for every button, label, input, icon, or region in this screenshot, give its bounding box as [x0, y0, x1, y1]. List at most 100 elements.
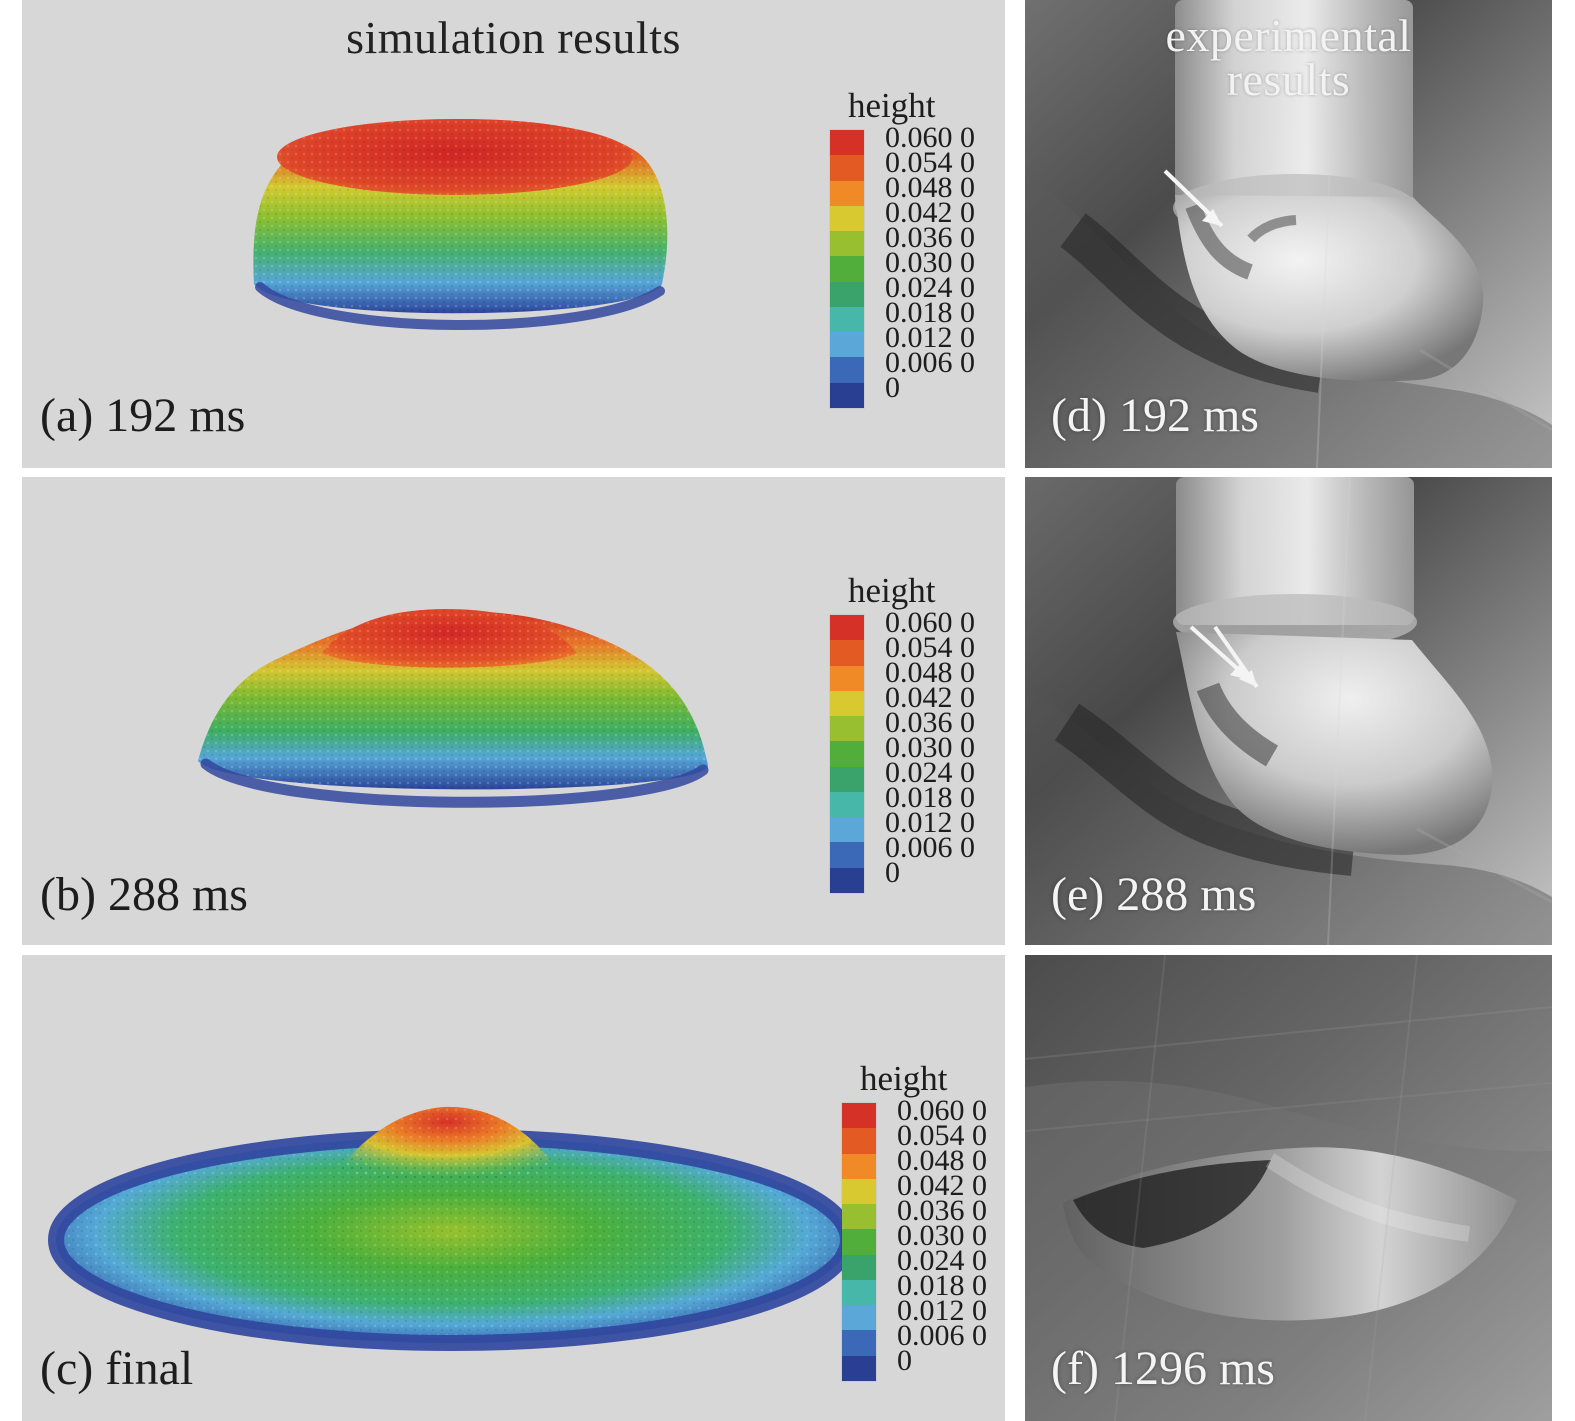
legend-tick-b-3: 0.048 0: [885, 656, 975, 689]
panel-label-f: (f) 1296 ms: [1051, 1342, 1275, 1395]
experimental-photo-f: [1025, 955, 1552, 1421]
legend-swatch-a-9: [830, 332, 864, 358]
legend-swatch-a-4: [830, 205, 864, 232]
legend-title-b: height: [848, 571, 936, 610]
legend-swatch-a-10: [830, 357, 864, 383]
legend-swatch-b-7: [830, 766, 864, 792]
legend-tick-c-10: 0.006 0: [897, 1319, 987, 1352]
panel-label-d: (d) 192 ms: [1051, 389, 1259, 442]
legend-title-a: height: [848, 86, 936, 125]
panel-label-b: (b) 288 ms: [40, 868, 248, 921]
legend-tick-b-9: 0.012 0: [885, 806, 975, 839]
legend-swatch-c-8: [842, 1279, 876, 1306]
panel-label-e: (e) 288 ms: [1051, 868, 1257, 921]
experimental-panel-d: experimental results (d) 192 ms: [1025, 0, 1552, 468]
legend-tick-a-3: 0.048 0: [885, 171, 975, 204]
legend-swatch-c-10: [842, 1330, 876, 1356]
legend-swatch-c-11: [842, 1355, 876, 1381]
experimental-header: experimental results: [1025, 10, 1552, 105]
legend-tick-a-10: 0.006 0: [885, 346, 975, 379]
legend-swatch-c-1: [842, 1103, 876, 1129]
simulation-header: simulation results: [346, 12, 681, 63]
legend-tick-c-2: 0.054 0: [897, 1119, 987, 1152]
legend-swatch-b-1: [830, 615, 864, 641]
legend-tick-c-9: 0.012 0: [897, 1294, 987, 1327]
legend-swatch-c-7: [842, 1254, 876, 1280]
legend-tick-a-1: 0.060 0: [885, 121, 975, 154]
legend-panel-a: height 0.060 0 0.054 0 0.048 0 0.042 0 0…: [830, 86, 1000, 408]
legend-tick-b-4: 0.042 0: [885, 681, 975, 714]
legend-swatch-b-9: [830, 817, 864, 843]
legend-ticks-c: 0.060 0 0.054 0 0.048 0 0.042 0 0.036 0 …: [897, 1096, 1005, 1381]
experimental-header-line-2: results: [1226, 54, 1351, 105]
legend-tick-b-10: 0.006 0: [885, 831, 975, 864]
simulation-panel-a: simulation results height 0.060 0 0.054 …: [22, 0, 1005, 468]
legend-swatch-a-11: [830, 382, 864, 408]
legend-tick-b-11: 0: [885, 856, 900, 889]
legend-tick-c-11: 0: [897, 1344, 912, 1377]
legend-swatch-b-6: [830, 741, 864, 767]
legend-swatch-a-6: [830, 256, 864, 282]
legend-swatch-b-3: [830, 665, 864, 691]
legend-tick-a-8: 0.018 0: [885, 296, 975, 329]
legend-swatch-a-1: [830, 130, 864, 156]
legend-swatch-a-7: [830, 281, 864, 307]
simulation-illustration-b: [198, 609, 709, 808]
legend-tick-a-2: 0.054 0: [885, 146, 975, 179]
legend-swatch-b-4: [830, 690, 864, 717]
legend-tick-a-4: 0.042 0: [885, 196, 975, 229]
legend-swatch-a-8: [830, 306, 864, 333]
legend-tick-c-1: 0.060 0: [897, 1094, 987, 1127]
legend-swatch-c-9: [842, 1305, 876, 1331]
legend-tick-a-6: 0.030 0: [885, 246, 975, 279]
legend-swatch-b-11: [830, 867, 864, 893]
panel-label-a: (a) 192 ms: [40, 389, 246, 442]
legend-swatch-b-10: [830, 842, 864, 868]
legend-swatch-a-2: [830, 155, 864, 181]
legend-tick-a-5: 0.036 0: [885, 221, 975, 254]
experimental-panel-e: (e) 288 ms: [1025, 477, 1552, 945]
legend-colorbar-c: [842, 1103, 876, 1381]
legend-tick-b-8: 0.018 0: [885, 781, 975, 814]
legend-swatch-a-3: [830, 180, 864, 206]
legend-tick-a-11: 0: [885, 371, 900, 404]
experimental-header-line-1: experimental: [1165, 10, 1412, 61]
legend-tick-a-7: 0.024 0: [885, 271, 975, 304]
experimental-photo-d: [1025, 0, 1552, 468]
legend-swatch-b-2: [830, 640, 864, 666]
panel-label-c: (c) final: [40, 1342, 194, 1395]
simulation-panel-b: height 0.060 0 0.054 0 0.048 0 0.042 0 0…: [22, 477, 1005, 945]
simulation-panel-c: height 0.060 0 0.054 0 0.048 0 0.042 0 0…: [22, 955, 1005, 1421]
legend-tick-b-2: 0.054 0: [885, 631, 975, 664]
legend-colorbar-a: [830, 130, 864, 408]
simulation-illustration-a: [253, 119, 668, 330]
legend-tick-c-8: 0.018 0: [897, 1269, 987, 1302]
legend-tick-b-6: 0.030 0: [885, 731, 975, 764]
legend-panel-b: height 0.060 0 0.054 0 0.048 0 0.042 0 0…: [830, 571, 1000, 893]
simulation-illustration-c: [48, 1106, 856, 1351]
legend-panel-c: height 0.060 0 0.054 0 0.048 0 0.042 0 0…: [842, 1059, 1005, 1381]
legend-swatch-c-5: [842, 1204, 876, 1230]
legend-swatch-a-5: [830, 231, 864, 257]
legend-swatch-c-4: [842, 1178, 876, 1205]
legend-swatch-c-3: [842, 1153, 876, 1179]
legend-tick-b-1: 0.060 0: [885, 606, 975, 639]
experimental-panel-f: (f) 1296 ms: [1025, 955, 1552, 1421]
experimental-photo-e: [1025, 477, 1552, 945]
legend-tick-c-4: 0.042 0: [897, 1169, 987, 1202]
legend-tick-b-7: 0.024 0: [885, 756, 975, 789]
legend-swatch-b-5: [830, 716, 864, 742]
legend-ticks-b: 0.060 0 0.054 0 0.048 0 0.042 0 0.036 0 …: [885, 608, 1005, 893]
legend-ticks-a: 0.060 0 0.054 0 0.048 0 0.042 0 0.036 0 …: [885, 123, 1005, 408]
legend-title-c: height: [860, 1059, 948, 1098]
legend-tick-c-7: 0.024 0: [897, 1244, 987, 1277]
legend-swatch-b-8: [830, 791, 864, 818]
legend-tick-c-3: 0.048 0: [897, 1144, 987, 1177]
legend-tick-c-5: 0.036 0: [897, 1194, 987, 1227]
legend-tick-b-5: 0.036 0: [885, 706, 975, 739]
legend-tick-a-9: 0.012 0: [885, 321, 975, 354]
legend-swatch-c-6: [842, 1229, 876, 1255]
legend-swatch-c-2: [842, 1128, 876, 1154]
legend-colorbar-b: [830, 615, 864, 893]
legend-tick-c-6: 0.030 0: [897, 1219, 987, 1252]
